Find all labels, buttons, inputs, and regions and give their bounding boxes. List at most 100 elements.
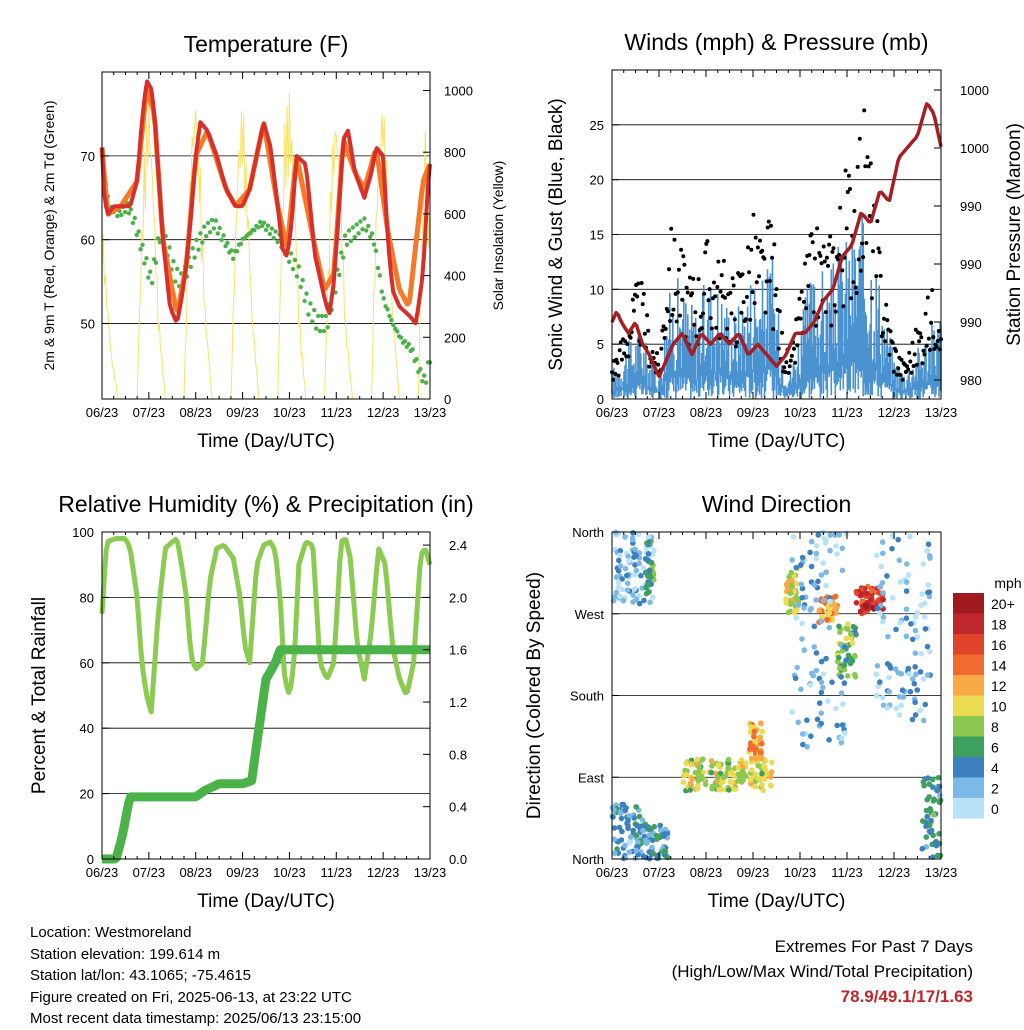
gust-point — [719, 273, 724, 278]
x-tick-label: 12/23 — [878, 405, 911, 420]
direction-point — [892, 666, 899, 672]
x-tick-label: 06/23 — [86, 865, 119, 880]
direction-point — [622, 842, 628, 849]
direction-point — [639, 817, 646, 823]
gust-point — [895, 372, 900, 377]
direction-point — [813, 550, 820, 557]
direction-point — [833, 705, 839, 712]
direction-point — [912, 627, 919, 634]
gust-point — [906, 367, 911, 372]
direction-point — [743, 760, 749, 766]
gust-point — [696, 277, 701, 282]
direction-point — [763, 770, 769, 777]
gust-point — [876, 246, 881, 251]
y-tick-label: 20 — [80, 787, 94, 802]
direction-point — [786, 574, 792, 580]
direction-point — [879, 580, 886, 586]
y-tick-label: 40 — [80, 721, 94, 736]
direction-point — [799, 620, 805, 627]
dewpoint-point — [287, 259, 292, 264]
direction-point — [912, 650, 919, 656]
direction-point — [884, 705, 891, 711]
direction-point — [613, 574, 620, 580]
direction-point — [649, 844, 655, 851]
direction-point — [611, 825, 618, 831]
y-tick-label: North — [572, 525, 604, 540]
gust-point — [911, 364, 916, 368]
series-station-pressure — [610, 102, 943, 379]
direction-point — [868, 588, 875, 594]
colorbar-swatch — [953, 593, 984, 614]
direction-point — [909, 716, 916, 723]
gust-point — [934, 344, 939, 349]
x-tick-label: 09/23 — [226, 865, 259, 880]
y-right-tick-label: 1.6 — [449, 643, 467, 658]
gust-point — [631, 308, 636, 313]
gust-point — [681, 254, 686, 259]
gust-point — [931, 335, 936, 340]
direction-point — [709, 763, 715, 769]
direction-point — [762, 776, 768, 782]
direction-point — [633, 804, 639, 810]
gust-point — [919, 335, 924, 340]
direction-point — [937, 852, 944, 859]
dewpoint-point — [175, 266, 180, 271]
gust-point — [935, 339, 940, 343]
direction-point — [815, 532, 822, 538]
direction-point — [630, 599, 636, 605]
gust-point — [680, 297, 685, 302]
direction-point — [820, 684, 826, 691]
dewpoint-point — [391, 322, 396, 328]
y-right-tick-label: 0.0 — [449, 852, 467, 867]
direction-point — [735, 764, 742, 771]
gust-point — [856, 257, 861, 262]
direction-point — [834, 722, 840, 729]
dewpoint-point — [317, 328, 323, 334]
direction-point — [757, 734, 764, 740]
dewpoint-point — [115, 213, 120, 219]
direction-point — [825, 698, 831, 704]
dewpoint-point — [213, 218, 218, 223]
direction-point — [897, 579, 904, 585]
direction-point — [927, 806, 933, 812]
series-total-precipitation — [99, 645, 433, 864]
gust-point — [930, 288, 935, 293]
gust-point — [885, 318, 890, 323]
dewpoint-point — [358, 219, 363, 224]
direction-point — [854, 590, 860, 597]
direction-point — [924, 672, 931, 678]
gust-point — [706, 298, 711, 303]
direction-point — [633, 567, 640, 574]
dewpoint-point — [420, 379, 425, 384]
direction-point — [793, 615, 800, 621]
x-tick-label: 11/23 — [320, 865, 352, 880]
gust-point — [764, 279, 769, 284]
gust-point — [798, 316, 803, 321]
station-elevation: Station elevation: 199.614 m — [30, 945, 221, 963]
y-tick-label: 0 — [597, 392, 604, 407]
x-axis-label: Time (Day/UTC) — [197, 431, 335, 452]
dewpoint-point — [292, 257, 298, 263]
direction-point — [827, 598, 833, 605]
figure-created: Figure created on Fri, 2025-06-13, at 23… — [30, 988, 352, 1006]
direction-point — [613, 589, 620, 596]
direction-point — [920, 818, 926, 824]
gust-point — [864, 241, 869, 245]
direction-point — [641, 597, 647, 604]
gust-point — [888, 329, 893, 334]
direction-point — [924, 548, 930, 554]
y-right-tick-label: 0.8 — [449, 747, 467, 762]
gust-point — [646, 328, 651, 333]
dewpoint-point — [362, 216, 367, 221]
gust-point — [760, 248, 765, 253]
gust-point — [630, 297, 635, 302]
gust-point — [733, 344, 738, 349]
gust-point — [771, 327, 776, 332]
gust-point — [753, 235, 758, 240]
direction-point — [832, 532, 838, 538]
gust-point — [827, 242, 832, 247]
direction-point — [657, 822, 663, 829]
dewpoint-point — [423, 380, 429, 385]
direction-point — [747, 776, 754, 783]
gust-point — [920, 361, 925, 366]
